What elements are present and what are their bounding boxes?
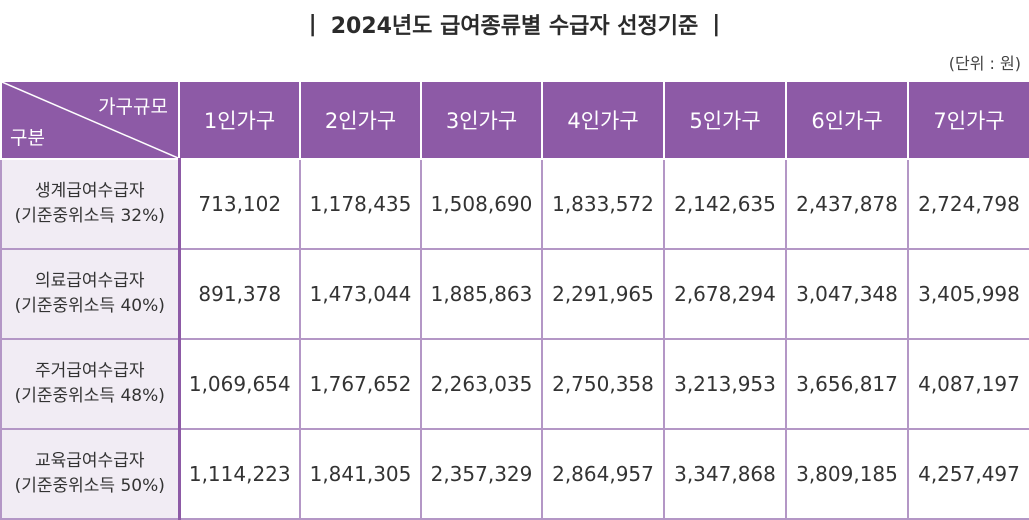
column-header: 4인가구 [541,80,665,160]
column-header: 7인가구 [907,80,1029,160]
table-row: 주거급여수급자 (기준중위소득 48%) 1,069,654 1,767,652… [0,338,1029,430]
corner-diagonal-line [2,82,178,158]
table-cell: 3,347,868 [663,428,787,520]
table-row: 교육급여수급자 (기준중위소득 50%) 1,114,223 1,841,305… [0,428,1029,520]
title-bar-left: | [308,11,317,37]
table-cell: 3,405,998 [907,248,1029,340]
row-header-label: 교육급여수급자 [35,450,145,471]
table-cell: 2,291,965 [541,248,665,340]
row-header: 주거급여수급자 (기준중위소득 48%) [0,338,181,430]
row-header: 생계급여수급자 (기준중위소득 32%) [0,158,181,250]
table-cell: 1,114,223 [178,428,301,520]
row-header-sub: (기준중위소득 32%) [14,206,165,226]
row-header-sub: (기준중위소득 48%) [14,386,165,406]
criteria-table: 가구규모 구분 1인가구 2인가구 3인가구 4인가구 5인가구 6인가구 7인… [0,80,1029,520]
table-cell: 2,263,035 [420,338,543,430]
row-header-sub: (기준중위소득 50%) [14,476,165,496]
table-cell: 1,767,652 [299,338,422,430]
table-cell: 1,069,654 [178,338,301,430]
table-cell: 713,102 [178,158,301,250]
table-cell: 1,508,690 [420,158,543,250]
table-cell: 4,087,197 [907,338,1029,430]
row-header-label: 생계급여수급자 [35,180,145,201]
table-row: 의료급여수급자 (기준중위소득 40%) 891,378 1,473,044 1… [0,248,1029,340]
corner-header-cell: 가구규모 구분 [0,80,180,160]
table-cell: 3,809,185 [785,428,909,520]
table-cell: 891,378 [178,248,301,340]
table-cell: 1,833,572 [541,158,665,250]
title-bar-right: | [712,11,721,37]
title-row: | 2024년도 급여종류별 수급자 선정기준 | [0,6,1029,42]
row-header-sub: (기준중위소득 40%) [14,296,165,316]
table-cell: 1,473,044 [299,248,422,340]
unit-label: (단위 : 원) [948,54,1021,73]
table-cell: 1,885,863 [420,248,543,340]
row-header: 교육급여수급자 (기준중위소득 50%) [0,428,181,520]
table-cell: 2,750,358 [541,338,665,430]
table-cell: 4,257,497 [907,428,1029,520]
table-cell: 2,864,957 [541,428,665,520]
table-cell: 2,437,878 [785,158,909,250]
page-title: 2024년도 급여종류별 수급자 선정기준 [330,14,699,39]
corner-label-category: 구분 [10,127,45,149]
column-header: 6인가구 [785,80,909,160]
header-row: 가구규모 구분 1인가구 2인가구 3인가구 4인가구 5인가구 6인가구 7인… [0,80,1029,160]
table-cell: 3,047,348 [785,248,909,340]
row-header-label: 주거급여수급자 [35,360,145,381]
table-cell: 2,678,294 [663,248,787,340]
corner-label-household-size: 가구규모 [98,96,168,118]
row-header: 의료급여수급자 (기준중위소득 40%) [0,248,181,340]
table-cell: 2,357,329 [420,428,543,520]
row-header-label: 의료급여수급자 [35,270,145,291]
column-header: 1인가구 [178,80,301,160]
table-cell: 3,213,953 [663,338,787,430]
table-cell: 3,656,817 [785,338,909,430]
table-cell: 2,724,798 [907,158,1029,250]
column-header: 2인가구 [299,80,422,160]
table-cell: 1,178,435 [299,158,422,250]
column-header: 3인가구 [420,80,543,160]
table-cell: 1,841,305 [299,428,422,520]
table-row: 생계급여수급자 (기준중위소득 32%) 713,102 1,178,435 1… [0,158,1029,250]
table-cell: 2,142,635 [663,158,787,250]
column-header: 5인가구 [663,80,787,160]
